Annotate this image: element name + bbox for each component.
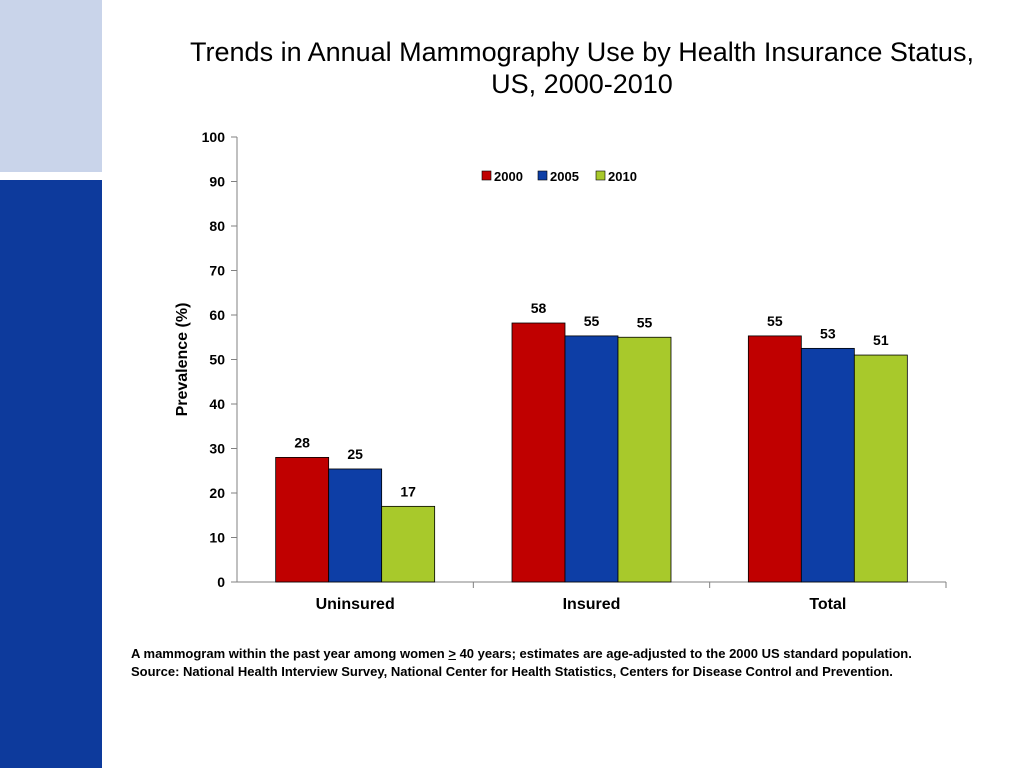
data-label: 55 [584,313,600,329]
footnote-definition-end: 40 years; estimates are age-adjusted to … [455,646,912,661]
footnote: A mammogram within the past year among w… [131,645,1011,681]
y-tick-label: 0 [217,574,225,590]
legend-swatch-2005 [537,170,548,181]
data-label: 53 [820,325,836,341]
chart-title-line-2: US, 2000-2010 [491,69,673,99]
data-label: 28 [294,434,310,450]
y-tick-label: 60 [209,307,225,323]
side-band-light [0,0,102,172]
bar-2010-insured [617,336,672,583]
data-label: 55 [767,313,783,329]
y-tick-label: 70 [209,263,225,279]
data-label: 17 [400,483,416,499]
side-band-dark [0,180,102,768]
legend-swatch-2000 [481,170,492,181]
bar-2000-insured [511,322,566,583]
y-tick-label: 100 [202,129,226,145]
legend-label-2000: 2000 [494,169,523,184]
legend-swatch-2010 [595,170,606,181]
legend-label-2005: 2005 [550,169,579,184]
x-category-label: Insured [563,596,621,613]
bar-2000-total [747,335,802,583]
bar-2010-total [853,354,908,583]
y-tick-label: 10 [209,530,225,546]
data-label: 25 [347,446,363,462]
bar-2005-total [800,347,855,583]
y-tick-label: 40 [209,396,225,412]
y-tick-label: 50 [209,352,225,368]
bar-2010-uninsured [381,505,436,583]
bar-2005-insured [564,335,619,583]
y-tick-label: 20 [209,485,225,501]
data-label: 51 [873,332,889,348]
legend-label-2010: 2010 [608,169,637,184]
data-label: 58 [531,300,547,316]
y-tick-label: 80 [209,218,225,234]
y-tick-label: 90 [209,174,225,190]
data-label: 55 [637,314,653,330]
chart-title-line-1: Trends in Annual Mammography Use by Heal… [190,37,974,67]
y-axis-title: Prevalence (%) [174,303,191,417]
footnote-definition: A mammogram within the past year among w… [131,645,1011,663]
bar-2000-uninsured [275,456,330,583]
x-category-label: Uninsured [316,596,395,613]
footnote-source: Source: National Health Interview Survey… [131,664,893,679]
footnote-geq-symbol: > [448,646,456,661]
chart-title: Trends in Annual Mammography Use by Heal… [140,36,1024,100]
bar-2005-uninsured [328,468,383,583]
footnote-definition-start: A mammogram within the past year among w… [131,646,449,661]
x-category-label: Total [809,596,846,613]
y-tick-label: 30 [209,441,225,457]
